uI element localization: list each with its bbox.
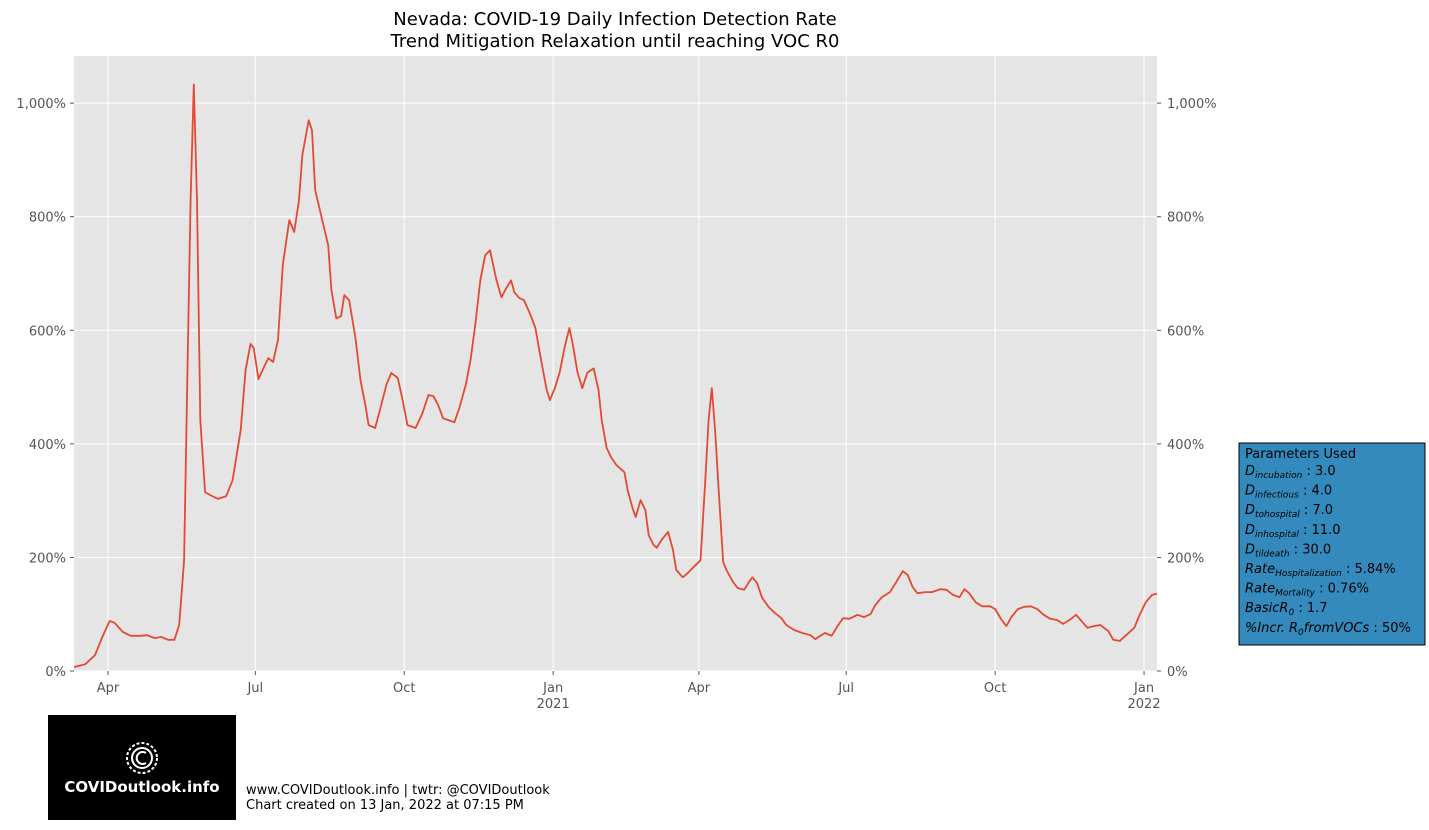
- parameter: Dincubation : 3.0: [1245, 464, 1336, 481]
- x-tick-label: Jul: [837, 681, 854, 696]
- x-tick-label: Jul: [246, 681, 263, 696]
- parameter-sub: inhospital: [1255, 530, 1299, 540]
- separator: :: [1342, 562, 1355, 577]
- parameter-value: 3.0: [1315, 464, 1336, 479]
- separator: :: [1290, 542, 1303, 557]
- parameter-value: 4.0: [1311, 484, 1332, 499]
- parameter-name: %Incr. R: [1245, 621, 1298, 636]
- x-tick-label: Apr: [97, 681, 120, 696]
- separator: :: [1299, 484, 1312, 499]
- y2-tick-label: 1,000%: [1167, 97, 1217, 112]
- parameter-value: 0.76%: [1328, 582, 1369, 597]
- parameter-name: BasicR: [1245, 601, 1288, 616]
- separator: :: [1299, 523, 1312, 538]
- footer-line: www.COVIDoutlook.info | twtr: @COVIDoutl…: [246, 783, 550, 798]
- logo-icon: [126, 742, 158, 774]
- parameter-name: D: [1245, 523, 1255, 538]
- x-tick-label: Jan: [542, 681, 563, 696]
- parameter-sub: Hospitalization: [1275, 569, 1342, 579]
- parameter: RateHospitalization : 5.84%: [1245, 562, 1396, 579]
- parameter-name: Rate: [1245, 582, 1275, 597]
- logo-text: COVIDoutlook.info: [64, 778, 219, 796]
- parameter: RateMortality : 0.76%: [1245, 582, 1369, 599]
- y-tick-label: 800%: [29, 211, 66, 226]
- parameter-name: Rate: [1245, 562, 1275, 577]
- y2-tick-label: 200%: [1167, 551, 1204, 566]
- y2-tick-label: 600%: [1167, 324, 1204, 339]
- y-tick-label: 400%: [29, 438, 66, 453]
- y-tick-label: 200%: [29, 551, 66, 566]
- parameter-value: 30.0: [1302, 542, 1331, 557]
- parameter-name: D: [1245, 503, 1255, 518]
- y-tick-label: 0%: [45, 665, 66, 680]
- parameter-value: 50%: [1382, 621, 1411, 636]
- chart-subtitle: Trend Mitigation Relaxation until reachi…: [390, 31, 840, 52]
- separator: :: [1294, 601, 1307, 616]
- parameter: Dinfectious : 4.0: [1245, 484, 1332, 501]
- x-tick-label: Apr: [688, 681, 711, 696]
- separator: :: [1302, 464, 1315, 479]
- y2-tick-label: 400%: [1167, 438, 1204, 453]
- footer-line: Chart created on 13 Jan, 2022 at 07:15 P…: [246, 798, 524, 813]
- parameters-title: Parameters Used: [1245, 447, 1356, 462]
- y2-tick-label: 0%: [1167, 665, 1188, 680]
- data-line: [73, 83, 1158, 668]
- parameter-sub: Mortality: [1275, 589, 1316, 599]
- parameter: BasicR0 : 1.7: [1245, 601, 1328, 618]
- parameter: %Incr. R0fromVOCs : 50%: [1245, 621, 1411, 638]
- parameter-sub: incubation: [1255, 471, 1303, 481]
- parameter-value: 7.0: [1312, 503, 1333, 518]
- parameter-sub: tohospital: [1255, 510, 1300, 520]
- x-tick-label: Jan: [1133, 681, 1154, 696]
- parameter-sub: tildeath: [1255, 549, 1290, 559]
- grid: [74, 56, 1157, 672]
- parameter: Dtohospital : 7.0: [1245, 503, 1333, 520]
- separator: :: [1369, 621, 1382, 636]
- x-tick-year: 2021: [537, 697, 570, 712]
- parameter-name: D: [1245, 464, 1255, 479]
- separator: :: [1315, 582, 1328, 597]
- y-tick-label: 600%: [29, 324, 66, 339]
- parameter-sub: infectious: [1255, 491, 1299, 501]
- y-tick-label: 1,000%: [16, 97, 66, 112]
- parameter-value: 5.84%: [1354, 562, 1395, 577]
- y2-tick-label: 800%: [1167, 211, 1204, 226]
- parameter-sub: 0: [1288, 608, 1294, 618]
- parameter-name: D: [1245, 484, 1255, 499]
- parameter-after: fromVOCs: [1304, 621, 1370, 636]
- parameters-box: [1238, 442, 1426, 646]
- x-tick-label: Oct: [393, 681, 415, 696]
- x-tick-label: Oct: [984, 681, 1006, 696]
- parameter-sub: 0: [1298, 628, 1304, 638]
- parameter-value: 11.0: [1312, 523, 1341, 538]
- plot-area: [74, 56, 1157, 671]
- separator: :: [1300, 503, 1313, 518]
- parameter: Dtildeath : 30.0: [1245, 542, 1331, 559]
- x-tick-year: 2022: [1128, 697, 1161, 712]
- chart-title: Nevada: COVID-19 Daily Infection Detecti…: [393, 9, 836, 30]
- parameter-value: 1.7: [1307, 601, 1328, 616]
- parameter: Dinhospital : 11.0: [1245, 523, 1341, 540]
- parameter-name: D: [1245, 542, 1255, 557]
- axes: 0% 0% 200% 200% 400% 400% 600% 600% 800% 800% 1,00…: [16, 97, 1216, 712]
